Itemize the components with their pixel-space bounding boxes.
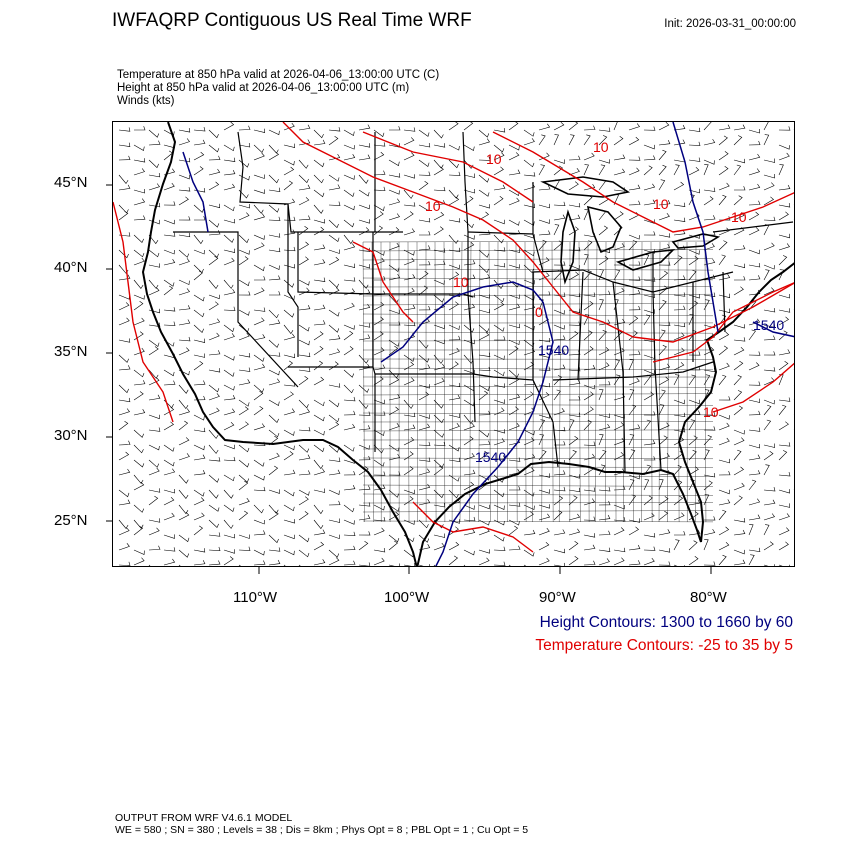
field-height: Height at 850 hPa valid at 2026-04-06_13… xyxy=(117,82,410,94)
temperature-contour-legend: Temperature Contours: -25 to 35 by 5 xyxy=(535,637,793,654)
field-temperature: Temperature at 850 hPa valid at 2026-04-… xyxy=(117,69,440,81)
height-contours xyxy=(182,122,794,566)
great-lakes xyxy=(540,176,721,285)
model-config: WE = 580 ; SN = 380 ; Levels = 38 ; Dis … xyxy=(115,824,529,836)
temp-label: 0 xyxy=(535,304,543,320)
init-time: Init: 2026-03-31_00:00:00 xyxy=(664,18,796,30)
lon-label-80: 80°W xyxy=(690,589,727,606)
height-contour-legend: Height Contours: 1300 to 1660 by 60 xyxy=(539,614,793,631)
temp-label: 10 xyxy=(593,139,609,155)
height-label: 1540 xyxy=(538,342,569,358)
lat-label-45: 45°N xyxy=(54,174,88,191)
temp-label: 10 xyxy=(453,274,469,290)
field-winds: Winds (kts) xyxy=(117,95,175,107)
coastline xyxy=(141,122,794,566)
lon-label-90: 90°W xyxy=(539,589,576,606)
height-label: 1540 xyxy=(753,317,784,333)
map-canvas: 10 10 10 10 10 10 10 0 1540 1540 1540 xyxy=(113,122,794,566)
temp-label: 10 xyxy=(486,151,502,167)
model-info: OUTPUT FROM WRF V4.6.1 MODEL xyxy=(115,812,293,824)
temp-label: 10 xyxy=(653,196,669,212)
lon-label-110: 110°W xyxy=(233,589,278,606)
temp-label: 10 xyxy=(731,209,747,225)
wind-barbs xyxy=(118,122,794,566)
lat-label-30: 30°N xyxy=(54,427,88,444)
map-title: IWFAQRP Contiguous US Real Time WRF xyxy=(112,10,472,31)
temperature-contours xyxy=(113,122,794,553)
weather-map[interactable]: 10 10 10 10 10 10 10 0 1540 1540 1540 xyxy=(112,121,795,567)
temp-label: 10 xyxy=(703,404,719,420)
lat-label-40: 40°N xyxy=(54,259,88,276)
height-label: 1540 xyxy=(475,449,506,465)
state-boundaries xyxy=(173,131,794,473)
lat-label-25: 25°N xyxy=(54,512,88,529)
lat-label-35: 35°N xyxy=(54,343,88,360)
temp-label: 10 xyxy=(425,198,441,214)
lon-label-100: 100°W xyxy=(384,589,430,606)
